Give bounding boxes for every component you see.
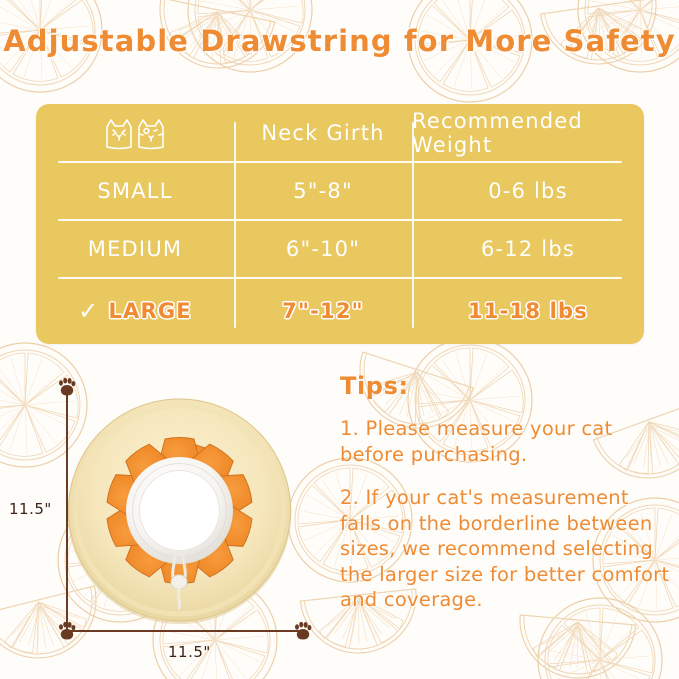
table-row-selected[interactable]: ✓ LARGE bbox=[36, 278, 234, 344]
table-row[interactable]: MEDIUM bbox=[36, 220, 234, 278]
paw-print-icon bbox=[295, 621, 312, 640]
checkmark-icon: ✓ bbox=[78, 297, 100, 325]
neck-girth-value: 6"-10" bbox=[285, 237, 361, 261]
size-chart-table: Neck Girth Recommended Weight SMALL 5"-8… bbox=[36, 104, 644, 344]
product-photo-orange-collar bbox=[62, 393, 297, 628]
table-divider bbox=[234, 122, 236, 328]
height-dimension-label: 11.5" bbox=[9, 500, 52, 518]
table-divider bbox=[58, 277, 622, 279]
tip-item-2: 2. If your cat's measurement falls on th… bbox=[340, 486, 670, 611]
cat-face-icon bbox=[106, 119, 164, 150]
page-title: Adjustable Drawstring for More Safety bbox=[3, 24, 676, 58]
height-dimension-line bbox=[66, 394, 68, 631]
weight-value: 6-12 lbs bbox=[480, 237, 576, 261]
table-divider bbox=[58, 161, 622, 163]
size-label: LARGE bbox=[108, 299, 192, 323]
table-row[interactable]: SMALL bbox=[36, 162, 234, 220]
table-header-neck-girth: Neck Girth bbox=[261, 121, 385, 145]
neck-girth-value: 5"-8" bbox=[293, 179, 353, 203]
weight-value: 0-6 lbs bbox=[488, 179, 568, 203]
tips-heading: Tips: bbox=[340, 372, 409, 400]
neck-girth-value: 7"-12" bbox=[282, 299, 364, 323]
width-dimension-label: 11.5" bbox=[168, 643, 211, 661]
table-divider bbox=[58, 219, 622, 221]
weight-value: 11-18 lbs bbox=[467, 299, 588, 323]
table-header-recommended-weight: Recommended Weight bbox=[412, 109, 583, 157]
paw-print-icon bbox=[59, 621, 76, 640]
table-header-size-icons bbox=[36, 104, 234, 162]
cord-toggle bbox=[170, 574, 188, 590]
size-label: SMALL bbox=[97, 179, 173, 203]
size-label: MEDIUM bbox=[87, 237, 183, 261]
paw-print-icon bbox=[59, 377, 76, 396]
tips-section: Tips: 1. Please measure your cat before … bbox=[340, 372, 672, 631]
width-dimension-line bbox=[66, 630, 304, 632]
tip-item-1: 1. Please measure your cat before purcha… bbox=[340, 417, 613, 466]
table-divider bbox=[412, 122, 414, 328]
